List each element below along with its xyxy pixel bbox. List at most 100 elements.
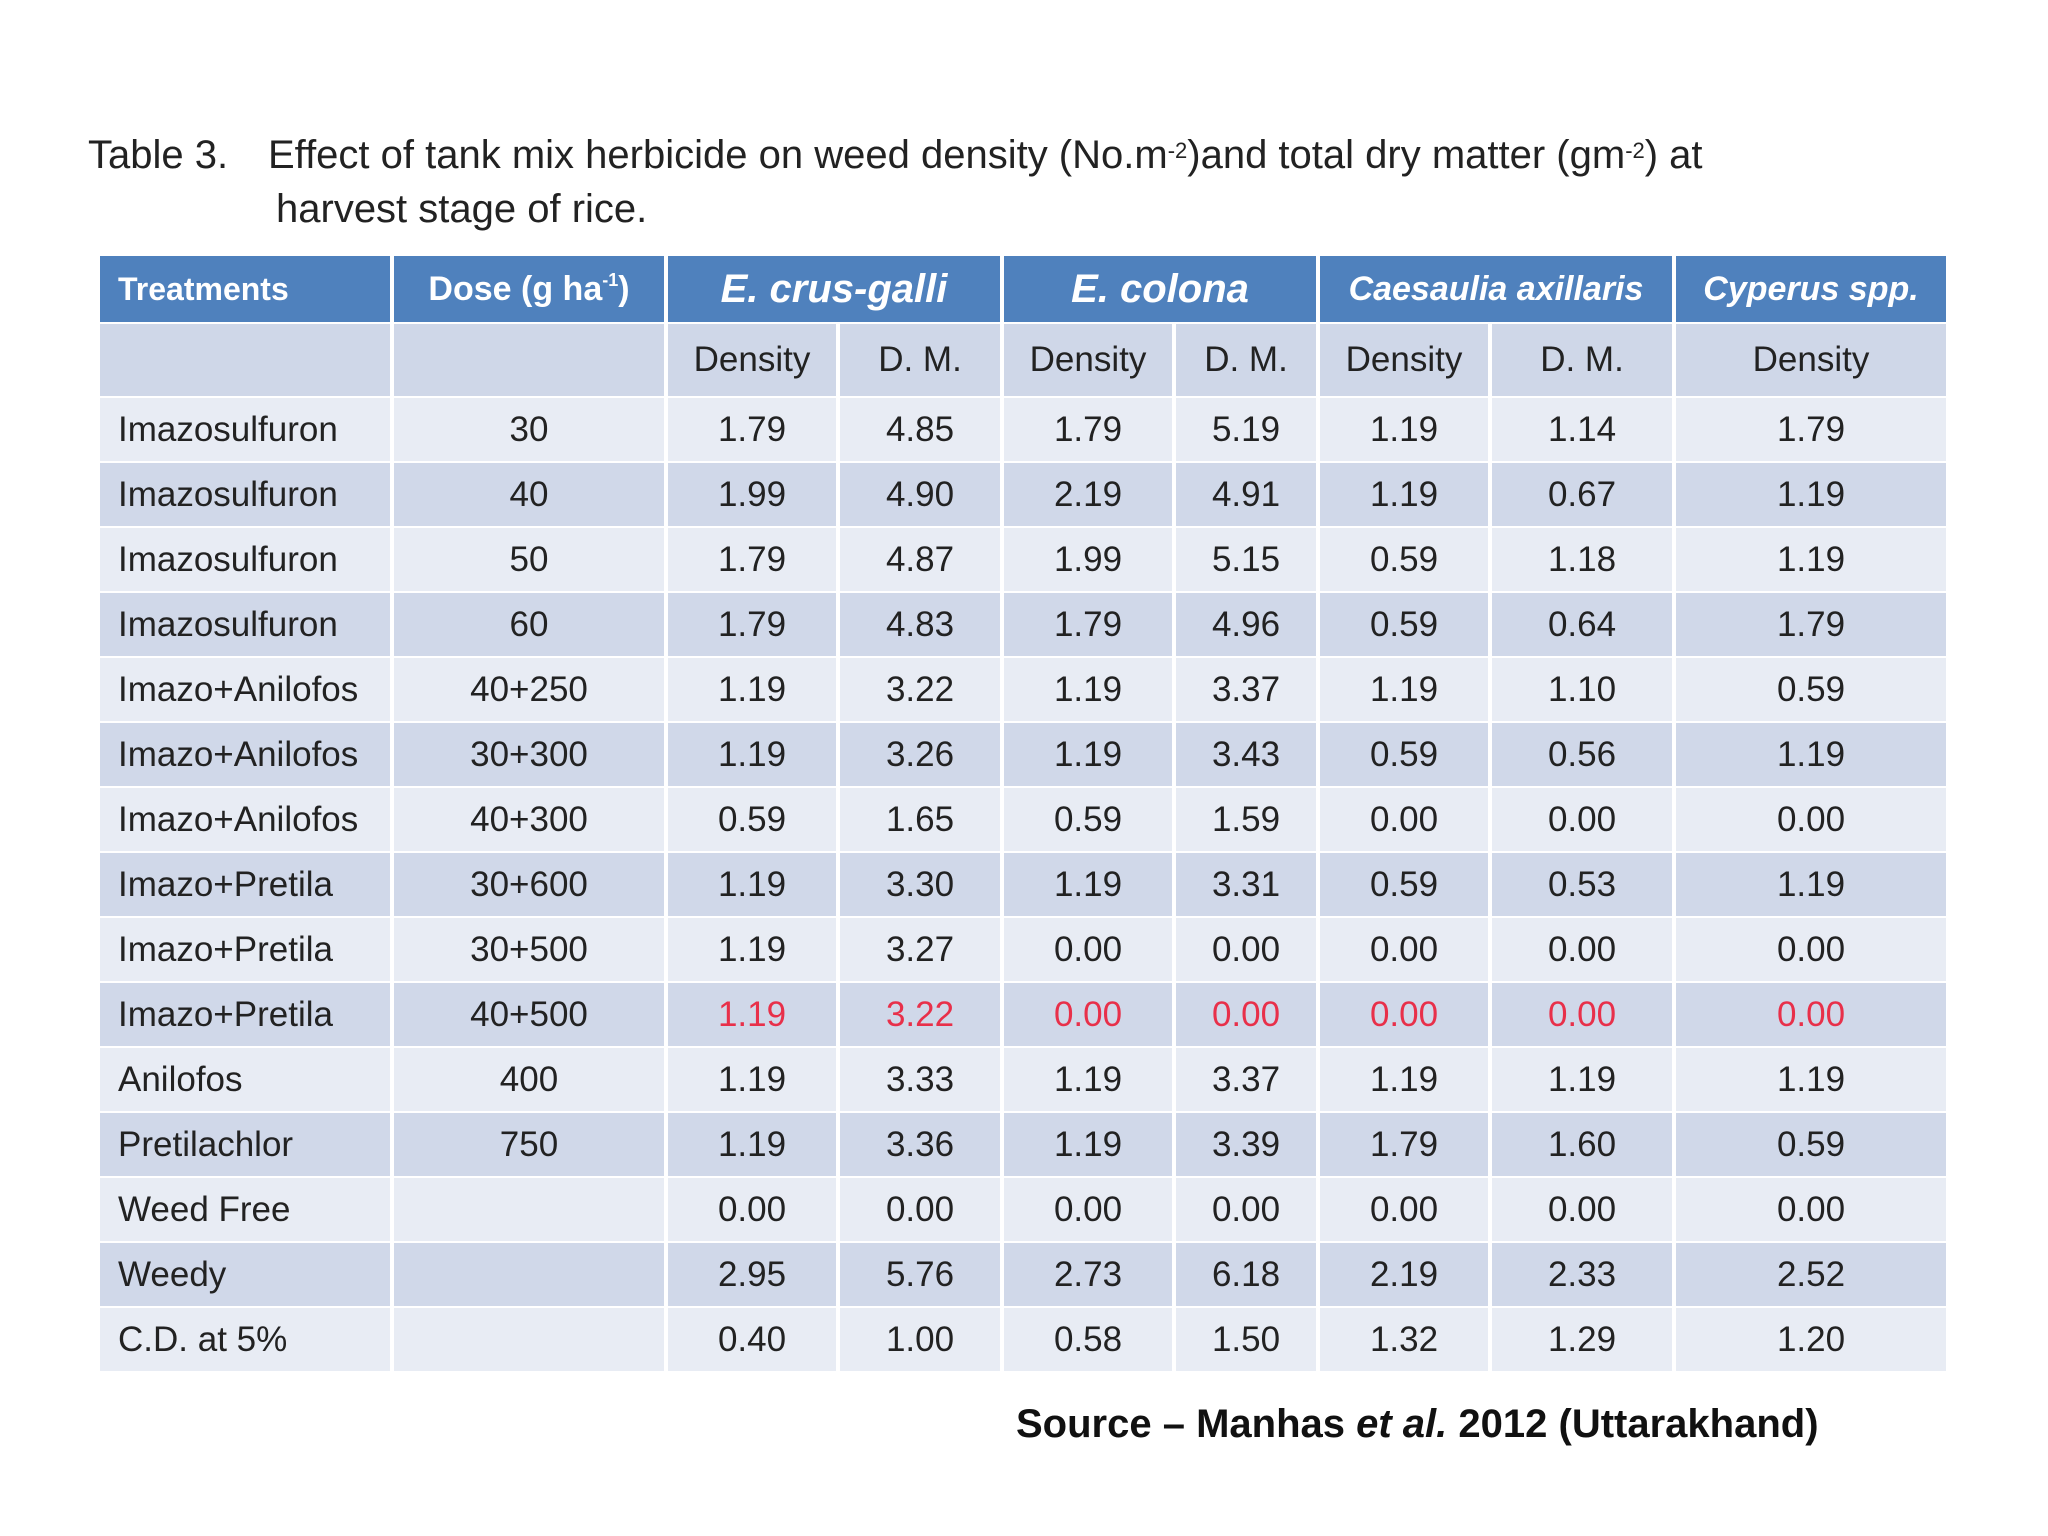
value-cell: 2.73	[1004, 1243, 1172, 1306]
caption-sup-1: -2	[1167, 138, 1188, 163]
value-cell: 3.22	[840, 658, 1000, 721]
subheader-cell: Density	[1676, 324, 1946, 396]
subheader-cell: Density	[1004, 324, 1172, 396]
value-cell: 1.99	[1004, 528, 1172, 591]
value-cell: 1.19	[1676, 1048, 1946, 1111]
value-cell: 2.33	[1492, 1243, 1672, 1306]
value-cell: 0.56	[1492, 723, 1672, 786]
dose-cell: 40+500	[394, 983, 664, 1046]
value-cell: 1.19	[1320, 1048, 1488, 1111]
value-cell: 1.00	[840, 1308, 1000, 1371]
subheader-cell	[394, 324, 664, 396]
value-cell: 1.79	[668, 398, 836, 461]
table-row: Weedy 2.95 5.76 2.73 6.18 2.19 2.33 2.52	[100, 1243, 1946, 1306]
caption-line-1: Table 3. Effect of tank mix herbicide on …	[88, 128, 1968, 182]
dose-cell: 30+300	[394, 723, 664, 786]
caption-sup-2: -2	[1625, 138, 1645, 163]
value-cell: 1.19	[668, 918, 836, 981]
value-cell: 1.19	[1004, 723, 1172, 786]
dose-cell: 400	[394, 1048, 664, 1111]
table-row: Imazo+Pretila 30+600 1.19 3.30 1.19 3.31 0.59 0…	[100, 853, 1946, 916]
table-row: Imazosulfuron 50 1.79 4.87 1.99 5.15 0.59 1.18 1…	[100, 528, 1946, 591]
table-row: Anilofos 400 1.19 3.33 1.19 3.37 1.19 1.19 1.19	[100, 1048, 1946, 1111]
value-cell: 1.19	[1320, 398, 1488, 461]
header-species-e-colona: E. colona	[1004, 256, 1316, 322]
value-cell: 1.50	[1176, 1308, 1316, 1371]
header-row: Treatments Dose (g ha-1) E. crus-galli E…	[100, 256, 1946, 322]
value-cell: 4.91	[1176, 463, 1316, 526]
value-cell: 1.19	[1004, 1113, 1172, 1176]
table-row: Weed Free 0.00 0.00 0.00 0.00 0.00 0.00 0.00	[100, 1178, 1946, 1241]
header-species-e-crus-galli: E. crus-galli	[668, 256, 1000, 322]
subheader-cell: D. M.	[1492, 324, 1672, 396]
table-row: Imazo+Anilofos 30+300 1.19 3.26 1.19 3.43 0.59…	[100, 723, 1946, 786]
table-row: Imazo+Anilofos 40+300 0.59 1.65 0.59 1.59 0.00…	[100, 788, 1946, 851]
value-cell: 0.00	[1492, 788, 1672, 851]
header-dose-sup: -1	[602, 269, 619, 290]
value-cell: 1.20	[1676, 1308, 1946, 1371]
value-cell: 3.36	[840, 1113, 1000, 1176]
caption-text-a: Effect of tank mix herbicide on weed den…	[268, 133, 1168, 177]
value-cell: 1.79	[1320, 1113, 1488, 1176]
value-cell: 0.59	[1320, 853, 1488, 916]
treatment-cell: Imazosulfuron	[100, 528, 390, 591]
value-cell: 4.90	[840, 463, 1000, 526]
table-row: Imazo+Pretila 40+500 1.19 3.22 0.00 0.00 0.00 0…	[100, 983, 1946, 1046]
subheader-cell: D. M.	[1176, 324, 1316, 396]
table-row: Imazo+Pretila 30+500 1.19 3.27 0.00 0.00 0.00 0…	[100, 918, 1946, 981]
value-cell: 1.19	[668, 1048, 836, 1111]
treatment-cell: Imazosulfuron	[100, 398, 390, 461]
value-cell: 1.19	[1004, 1048, 1172, 1111]
dose-cell	[394, 1308, 664, 1371]
value-cell: 1.79	[1676, 593, 1946, 656]
value-cell: 3.33	[840, 1048, 1000, 1111]
header-species-caesaulia: Caesaulia axillaris	[1320, 256, 1672, 322]
dose-cell	[394, 1243, 664, 1306]
value-cell: 0.59	[668, 788, 836, 851]
value-cell: 2.19	[1004, 463, 1172, 526]
source-suffix: 2012 (Uttarakhand)	[1447, 1402, 1819, 1446]
treatment-cell: Imazo+Anilofos	[100, 788, 390, 851]
value-cell: 0.00	[668, 1178, 836, 1241]
value-cell: 1.79	[1676, 398, 1946, 461]
table-row: Imazo+Anilofos 40+250 1.19 3.22 1.19 3.37 1.19…	[100, 658, 1946, 721]
caption-line-2: harvest stage of rice.	[276, 187, 648, 231]
dose-cell: 50	[394, 528, 664, 591]
value-cell: 1.19	[1320, 658, 1488, 721]
value-cell: 1.65	[840, 788, 1000, 851]
value-cell: 3.26	[840, 723, 1000, 786]
dose-cell	[394, 1178, 664, 1241]
value-cell: 1.14	[1492, 398, 1672, 461]
treatment-cell: Imazo+Pretila	[100, 918, 390, 981]
header-treatments: Treatments	[100, 256, 390, 322]
value-cell: 0.00	[1320, 918, 1488, 981]
caption-text-b: )and total dry matter (gm	[1187, 133, 1626, 177]
value-cell: 6.18	[1176, 1243, 1316, 1306]
value-cell: 0.59	[1676, 1113, 1946, 1176]
value-cell: 2.52	[1676, 1243, 1946, 1306]
value-cell: 1.29	[1492, 1308, 1672, 1371]
value-cell: 1.19	[1676, 463, 1946, 526]
value-cell: 1.19	[668, 853, 836, 916]
header-dose-close: )	[618, 269, 630, 308]
table-row: Imazosulfuron 60 1.79 4.83 1.79 4.96 0.59 0.64 1…	[100, 593, 1946, 656]
dose-cell: 750	[394, 1113, 664, 1176]
treatment-cell: Imazo+Anilofos	[100, 658, 390, 721]
dose-cell: 40	[394, 463, 664, 526]
value-cell: 4.96	[1176, 593, 1316, 656]
dose-cell: 40+250	[394, 658, 664, 721]
treatment-cell: Weed Free	[100, 1178, 390, 1241]
table-row: Pretilachlor 750 1.19 3.36 1.19 3.39 1.79 1.60 0…	[100, 1113, 1946, 1176]
value-cell: 5.19	[1176, 398, 1316, 461]
value-cell: 0.00	[1004, 918, 1172, 981]
value-cell: 2.95	[668, 1243, 836, 1306]
data-table: Treatments Dose (g ha-1) E. crus-galli E…	[96, 254, 1950, 1373]
value-cell: 0.53	[1492, 853, 1672, 916]
value-cell: 0.00	[1004, 983, 1172, 1046]
table-caption: Table 3. Effect of tank mix herbicide on …	[88, 128, 1968, 236]
subheader-row: Density D. M. Density D. M. Density D. M…	[100, 324, 1946, 396]
value-cell: 5.76	[840, 1243, 1000, 1306]
value-cell: 4.87	[840, 528, 1000, 591]
header-species-cyperus: Cyperus spp.	[1676, 256, 1946, 322]
treatment-cell: Imazosulfuron	[100, 593, 390, 656]
